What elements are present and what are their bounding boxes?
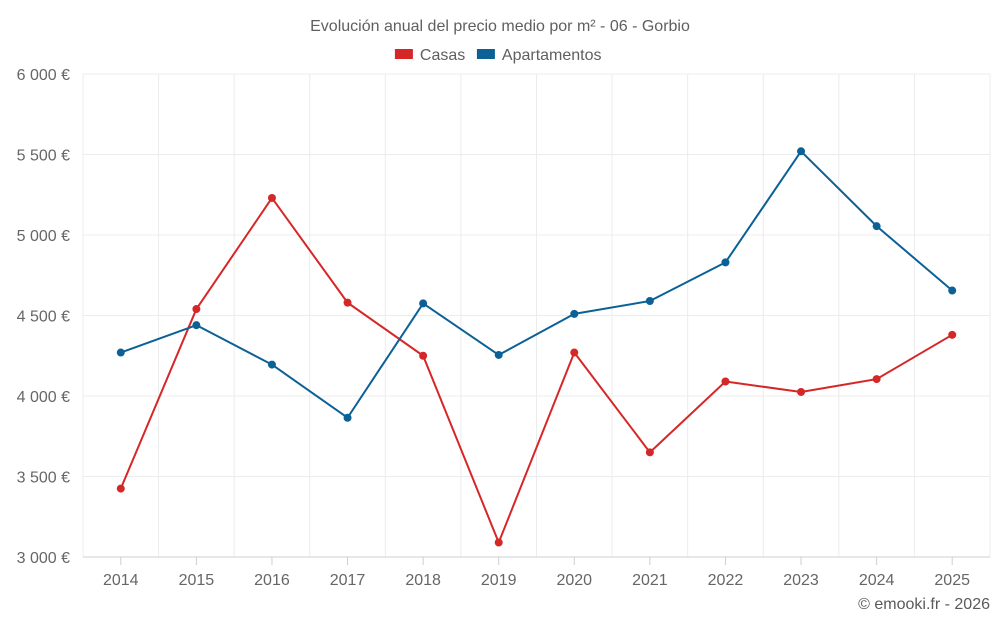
data-point[interactable] — [267, 193, 276, 202]
data-point[interactable] — [645, 448, 654, 457]
x-tick-label: 2018 — [405, 572, 441, 589]
data-point[interactable] — [721, 377, 730, 386]
y-tick-label: 3 000 € — [17, 550, 70, 567]
y-tick-label: 3 500 € — [17, 470, 70, 487]
legend-label: Casas — [420, 47, 465, 64]
data-point[interactable] — [797, 147, 806, 156]
legend-item-apartamentos[interactable]: Apartamentos — [476, 47, 602, 64]
x-tick-label: 2020 — [556, 572, 592, 589]
series-line — [119, 196, 953, 544]
data-point[interactable] — [267, 360, 276, 369]
data-point[interactable] — [343, 413, 352, 422]
grid-layer — [82, 73, 991, 557]
data-point[interactable] — [797, 387, 806, 396]
x-tick-label: 2016 — [254, 572, 290, 589]
x-tick-label: 2021 — [632, 572, 668, 589]
legend-swatch — [476, 49, 495, 59]
data-point[interactable] — [116, 348, 125, 357]
data-point[interactable] — [872, 375, 881, 384]
data-point[interactable] — [343, 298, 352, 307]
data-point[interactable] — [494, 350, 503, 359]
legend-item-casas[interactable]: Casas — [394, 47, 465, 64]
data-point[interactable] — [116, 484, 125, 493]
x-tick-label: 2024 — [859, 572, 895, 589]
y-tick-label: 4 000 € — [17, 389, 70, 406]
series-layer — [116, 147, 957, 547]
data-point[interactable] — [570, 348, 579, 357]
data-point[interactable] — [192, 321, 201, 330]
data-point[interactable] — [570, 309, 579, 318]
x-tick-label: 2015 — [179, 572, 215, 589]
copyright-credit: © emooki.fr - 2026 — [858, 596, 990, 613]
legend: Casas Apartamentos — [394, 47, 602, 64]
data-point[interactable] — [721, 258, 730, 267]
y-tick-label: 6 000 € — [17, 67, 70, 84]
y-tick-label: 5 000 € — [17, 228, 70, 245]
x-tick-label: 2017 — [330, 572, 366, 589]
data-point[interactable] — [645, 297, 654, 306]
x-tick-label: 2025 — [934, 572, 970, 589]
data-point[interactable] — [494, 538, 503, 547]
y-tick-label: 5 500 € — [17, 148, 70, 165]
data-point[interactable] — [872, 222, 881, 231]
chart-title: Evolución anual del precio medio por m² … — [310, 18, 690, 35]
x-tick-label: 2022 — [708, 572, 744, 589]
series-casas — [116, 193, 957, 547]
data-point[interactable] — [948, 330, 957, 339]
axis-layer: 3 000 € 3 500 € 4 000 € 4 500 € 5 000 € 5 500… — [17, 67, 990, 589]
series-apartamentos — [116, 147, 957, 422]
data-point[interactable] — [419, 299, 428, 308]
series-line — [120, 150, 953, 419]
legend-swatch — [394, 49, 413, 59]
data-point[interactable] — [419, 351, 428, 360]
data-point[interactable] — [192, 305, 201, 314]
x-tick-label: 2023 — [783, 572, 819, 589]
x-tick-label: 2014 — [103, 572, 139, 589]
y-tick-label: 4 500 € — [17, 309, 70, 326]
x-tick-label: 2019 — [481, 572, 517, 589]
data-point[interactable] — [948, 286, 957, 295]
legend-label: Apartamentos — [502, 47, 602, 64]
